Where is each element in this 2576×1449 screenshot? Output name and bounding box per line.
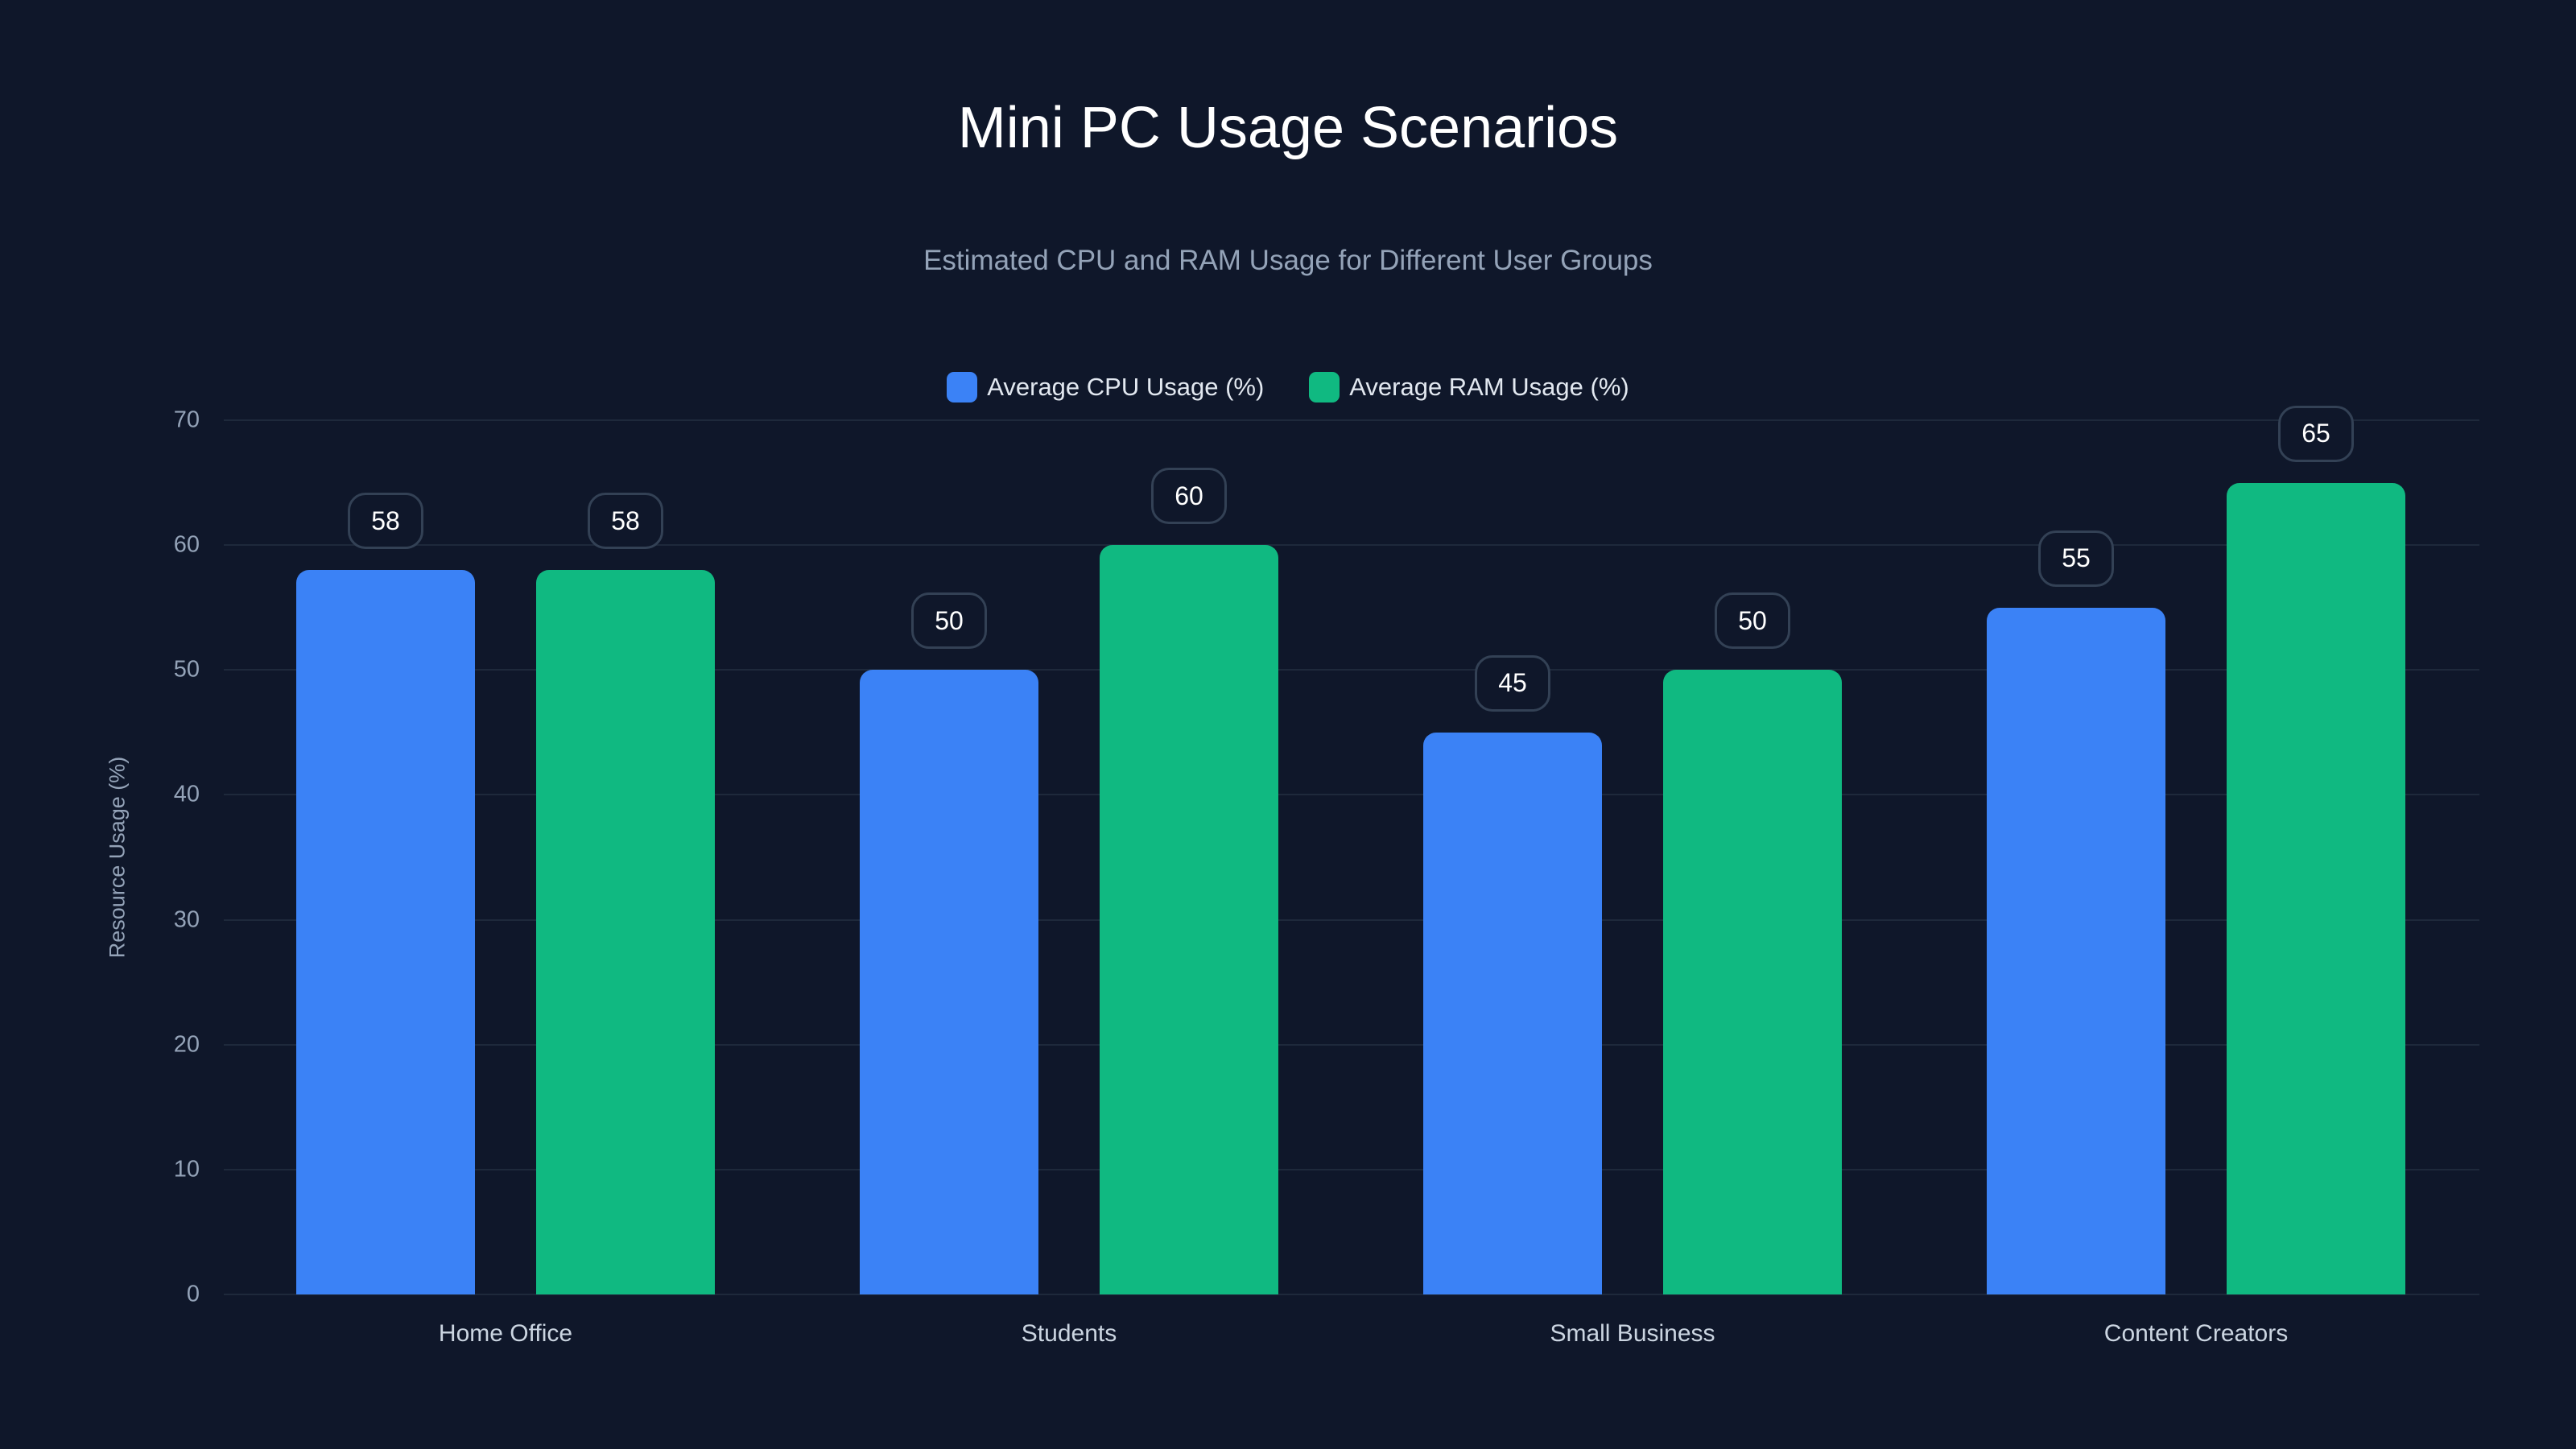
- gridline: [224, 1294, 2479, 1295]
- y-tick-label: 0: [186, 1281, 200, 1307]
- y-tick-label: 40: [173, 781, 200, 807]
- y-tick-label: 60: [173, 531, 200, 558]
- data-label: 58: [348, 493, 423, 550]
- legend-label-ram: Average RAM Usage (%): [1349, 373, 1629, 401]
- data-label: 50: [911, 592, 987, 650]
- x-tick-label: Small Business: [1550, 1320, 1715, 1347]
- data-label: 65: [2278, 405, 2354, 462]
- y-tick-label: 20: [173, 1031, 200, 1058]
- y-tick-label: 70: [173, 407, 200, 433]
- data-label: 55: [2038, 530, 2114, 587]
- data-label: 60: [1151, 468, 1227, 525]
- cpu-bar[interactable]: [296, 570, 475, 1294]
- ram-bar[interactable]: [1100, 545, 1278, 1294]
- cpu-bar[interactable]: [1423, 732, 1602, 1294]
- y-tick-label: 30: [173, 906, 200, 933]
- cpu-swatch-icon: [947, 372, 978, 402]
- data-label: 50: [1715, 592, 1790, 650]
- plot-area: 0 10 20 30 40 50 60 70 58 58 50 60 45 50 55 65: [174, 405, 2479, 1307]
- legend-item-cpu[interactable]: Average CPU Usage (%): [947, 372, 1264, 402]
- ram-bar[interactable]: [1663, 670, 1842, 1294]
- gridline: [224, 1043, 2479, 1046]
- cpu-bar[interactable]: [860, 670, 1038, 1294]
- ram-swatch-icon: [1309, 372, 1340, 402]
- legend: Average CPU Usage (%) Average RAM Usage …: [0, 372, 2576, 402]
- legend-item-ram[interactable]: Average RAM Usage (%): [1309, 372, 1629, 402]
- gridline: [224, 1168, 2479, 1170]
- gridline: [224, 544, 2479, 547]
- legend-label-cpu: Average CPU Usage (%): [987, 373, 1265, 401]
- x-tick-label: Home Office: [438, 1320, 573, 1347]
- y-tick-label: 50: [173, 656, 200, 683]
- chart-title: Mini PC Usage Scenarios: [957, 96, 1619, 160]
- gridline: [224, 419, 2479, 421]
- ram-bar[interactable]: [2227, 482, 2405, 1294]
- x-tick-label: Students: [1021, 1320, 1117, 1347]
- y-tick-label: 10: [173, 1156, 200, 1183]
- data-label: 45: [1475, 654, 1550, 712]
- ram-bar[interactable]: [536, 570, 715, 1294]
- data-label: 58: [588, 493, 663, 550]
- x-tick-label: Content Creators: [2103, 1320, 2289, 1347]
- chart-subtitle: Estimated CPU and RAM Usage for Differen…: [923, 245, 1653, 276]
- gridline: [224, 919, 2479, 921]
- gridline: [224, 794, 2479, 796]
- gridline: [224, 669, 2479, 671]
- cpu-bar[interactable]: [1987, 607, 2165, 1294]
